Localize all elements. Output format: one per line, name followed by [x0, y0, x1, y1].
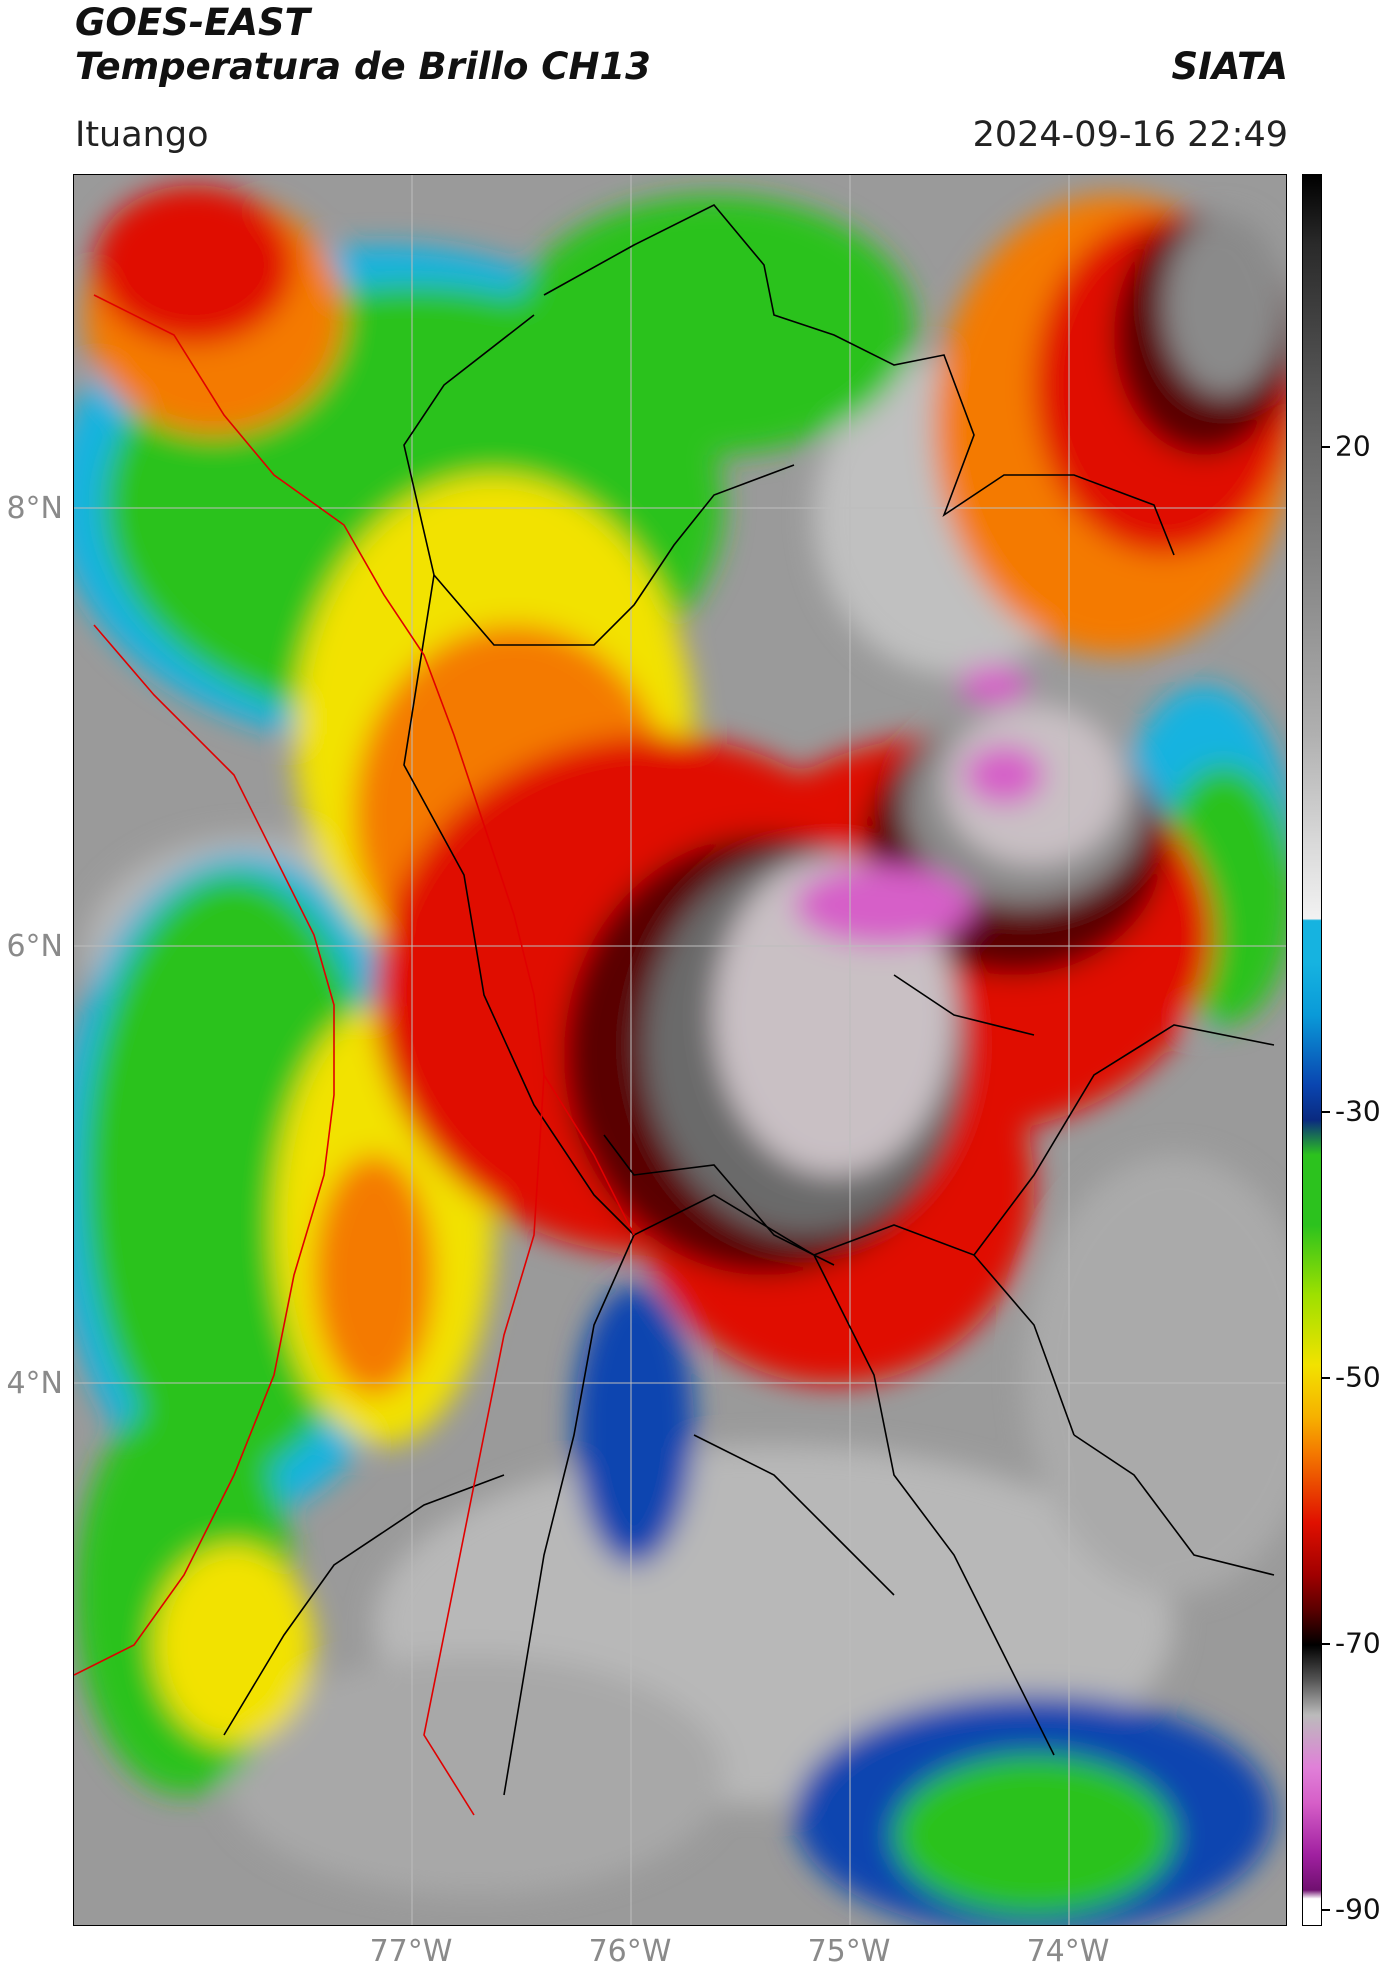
- colorbar-label-20: 20: [1335, 429, 1371, 463]
- colorbar-tick-neg90: [1322, 1909, 1330, 1911]
- satellite-title: GOES-EAST: [75, 1, 310, 44]
- colorbar-tick-neg70: [1322, 1643, 1330, 1645]
- grid-lines: [74, 175, 1286, 1925]
- colorbar-label-neg50: -50: [1335, 1360, 1381, 1394]
- lon-label-74w: 74°W: [1026, 1934, 1110, 1969]
- org-label: SIATA: [1171, 45, 1288, 88]
- department-borders: [223, 204, 1275, 1796]
- colorbar-label-neg70: -70: [1335, 1626, 1381, 1660]
- lat-label-8n: 8°N: [6, 491, 63, 526]
- satellite-map: [73, 174, 1287, 1926]
- lon-label-77w: 77°W: [369, 1934, 453, 1969]
- lon-label-75w: 75°W: [807, 1934, 891, 1969]
- colorbar-label-neg30: -30: [1335, 1094, 1381, 1128]
- lat-label-6n: 6°N: [6, 929, 63, 964]
- lon-label-76w: 76°W: [588, 1934, 672, 1969]
- colorbar-tick-20: [1322, 446, 1330, 448]
- colorbar-label-neg90: -90: [1335, 1892, 1381, 1926]
- product-title: Temperatura de Brillo CH13: [75, 45, 651, 88]
- colorbar-tick-neg30: [1322, 1111, 1330, 1113]
- datetime-label: 2024-09-16 22:49: [972, 115, 1288, 155]
- map-canvas: [74, 175, 1286, 1925]
- country-borders: [74, 294, 635, 1816]
- lat-label-4n: 4°N: [6, 1366, 63, 1401]
- location-label: Ituango: [75, 115, 209, 155]
- temperature-colorbar: [1302, 174, 1322, 1926]
- colorbar-tick-neg50: [1322, 1377, 1330, 1379]
- cloud-field: [74, 185, 1286, 1925]
